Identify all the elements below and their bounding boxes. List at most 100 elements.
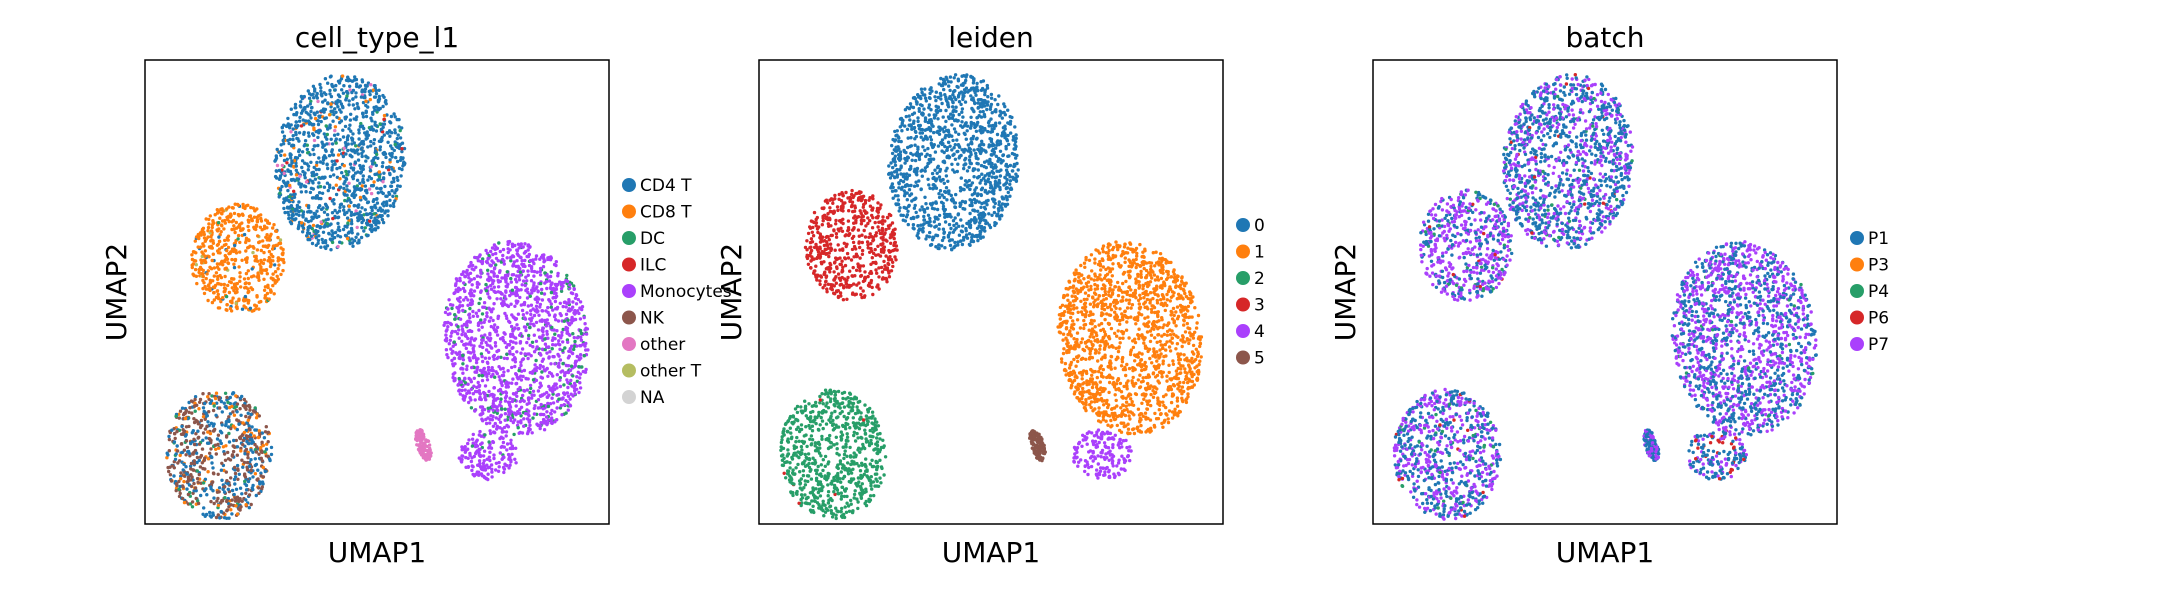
umap-point bbox=[502, 262, 506, 266]
umap-point bbox=[212, 291, 216, 295]
umap-point bbox=[381, 104, 385, 109]
umap-point bbox=[366, 105, 370, 109]
umap-point bbox=[358, 210, 362, 214]
umap-point bbox=[345, 188, 349, 192]
umap-point bbox=[347, 204, 351, 208]
umap-point bbox=[182, 448, 187, 452]
umap-point bbox=[364, 114, 369, 119]
umap-point bbox=[352, 141, 356, 145]
umap-point bbox=[254, 227, 258, 232]
umap-point bbox=[217, 235, 221, 239]
umap-point bbox=[479, 290, 483, 294]
umap-point bbox=[510, 381, 514, 385]
umap-point bbox=[460, 332, 464, 337]
panel-leiden: leiden UMAP1 UMAP2 0 1 2 3 4 bbox=[715, 21, 1265, 569]
umap-point bbox=[578, 306, 582, 310]
umap-point bbox=[517, 288, 521, 292]
umap-point bbox=[270, 247, 275, 251]
umap-point bbox=[295, 156, 300, 160]
umap-point bbox=[192, 442, 197, 447]
umap-point bbox=[356, 218, 360, 223]
umap-point bbox=[336, 215, 341, 219]
umap-point bbox=[363, 83, 368, 88]
umap-point bbox=[573, 361, 577, 365]
umap-point bbox=[948, 75, 953, 79]
umap-point bbox=[557, 339, 561, 343]
umap-point bbox=[549, 372, 554, 376]
umap-point bbox=[493, 341, 498, 345]
umap-point bbox=[307, 122, 312, 126]
umap-point bbox=[377, 97, 382, 101]
umap-point bbox=[528, 294, 532, 298]
umap-point bbox=[509, 416, 513, 420]
umap-point bbox=[477, 433, 481, 437]
umap-point bbox=[274, 229, 278, 233]
umap-point bbox=[334, 192, 339, 197]
umap-point bbox=[364, 99, 368, 103]
umap-point bbox=[189, 484, 194, 489]
legend-entry: CD8 T bbox=[622, 203, 692, 223]
umap-point bbox=[499, 397, 503, 401]
umap-point bbox=[206, 269, 210, 273]
umap-point bbox=[362, 196, 367, 200]
umap-point bbox=[294, 120, 298, 124]
umap-point bbox=[246, 276, 250, 281]
umap-point bbox=[211, 489, 215, 493]
umap-point bbox=[375, 186, 379, 190]
umap-point bbox=[910, 112, 915, 117]
umap-point bbox=[516, 420, 520, 424]
umap-point bbox=[550, 416, 554, 420]
umap-point bbox=[543, 337, 547, 341]
umap-point bbox=[336, 221, 340, 226]
umap-point bbox=[928, 153, 932, 158]
umap-point bbox=[341, 227, 346, 232]
umap-point bbox=[366, 133, 371, 137]
umap-point bbox=[1006, 108, 1010, 112]
umap-point bbox=[491, 424, 496, 428]
umap-point bbox=[277, 150, 281, 154]
umap-point bbox=[226, 283, 230, 288]
umap-point bbox=[400, 141, 405, 145]
umap-point bbox=[223, 238, 227, 243]
umap-point bbox=[489, 393, 493, 397]
umap-point bbox=[912, 119, 916, 123]
umap-point bbox=[281, 268, 285, 273]
umap-point bbox=[476, 321, 481, 326]
umap-point bbox=[246, 224, 250, 229]
umap-point bbox=[958, 186, 963, 190]
umap-point bbox=[572, 335, 576, 340]
umap-point bbox=[238, 407, 242, 411]
umap-point bbox=[204, 276, 208, 281]
umap-point bbox=[267, 221, 272, 226]
umap-point bbox=[210, 225, 214, 230]
umap-point bbox=[296, 124, 300, 128]
umap-point bbox=[947, 222, 952, 227]
umap-point bbox=[944, 108, 948, 113]
umap-point bbox=[548, 274, 553, 279]
umap-point bbox=[550, 347, 554, 351]
umap-point bbox=[235, 463, 240, 468]
umap-point bbox=[300, 221, 304, 225]
umap-point bbox=[480, 374, 484, 378]
umap-point bbox=[244, 306, 248, 310]
umap-point bbox=[477, 308, 481, 313]
umap-point bbox=[513, 418, 517, 422]
umap-point bbox=[226, 217, 230, 222]
umap-point bbox=[220, 219, 225, 223]
umap-point bbox=[317, 156, 321, 160]
umap-point bbox=[389, 184, 393, 188]
umap-point bbox=[442, 323, 446, 327]
umap-point bbox=[321, 158, 326, 162]
umap-point bbox=[463, 343, 467, 347]
umap-point bbox=[332, 173, 336, 177]
umap-point bbox=[259, 265, 263, 269]
umap-point bbox=[354, 144, 358, 148]
umap-point bbox=[379, 209, 384, 213]
umap-point bbox=[934, 224, 938, 228]
umap-point bbox=[963, 200, 968, 204]
umap-point bbox=[201, 272, 205, 276]
umap-point bbox=[191, 429, 195, 433]
umap-point bbox=[328, 196, 332, 201]
umap-point bbox=[352, 174, 356, 178]
umap-point bbox=[524, 275, 528, 279]
